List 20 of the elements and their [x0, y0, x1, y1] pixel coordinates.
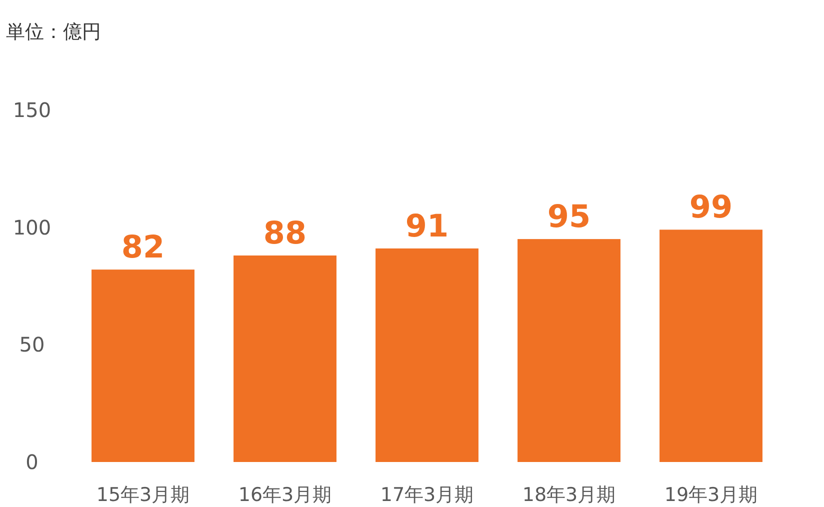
y-tick-label: 0	[26, 450, 38, 474]
data-label: 99	[689, 190, 733, 226]
bar	[92, 270, 194, 462]
x-tick-label: 15年3月期	[96, 484, 190, 506]
data-label: 95	[547, 199, 591, 236]
bar	[518, 239, 620, 462]
y-axis-title: 単位：億円	[6, 21, 101, 43]
x-tick-label: 19年3月期	[664, 484, 758, 506]
x-tick-label: 17年3月期	[380, 484, 474, 506]
x-tick-label: 16年3月期	[238, 484, 332, 506]
bar	[234, 255, 336, 462]
data-label: 82	[121, 230, 165, 266]
x-tick-label: 18年3月期	[522, 484, 616, 506]
y-tick-label: 150	[12, 98, 52, 122]
y-tick-label: 100	[12, 215, 52, 240]
y-tick-label: 50	[19, 332, 45, 357]
bar	[376, 248, 478, 462]
data-label: 91	[405, 208, 449, 244]
bar	[660, 230, 762, 462]
data-label: 88	[263, 215, 307, 252]
